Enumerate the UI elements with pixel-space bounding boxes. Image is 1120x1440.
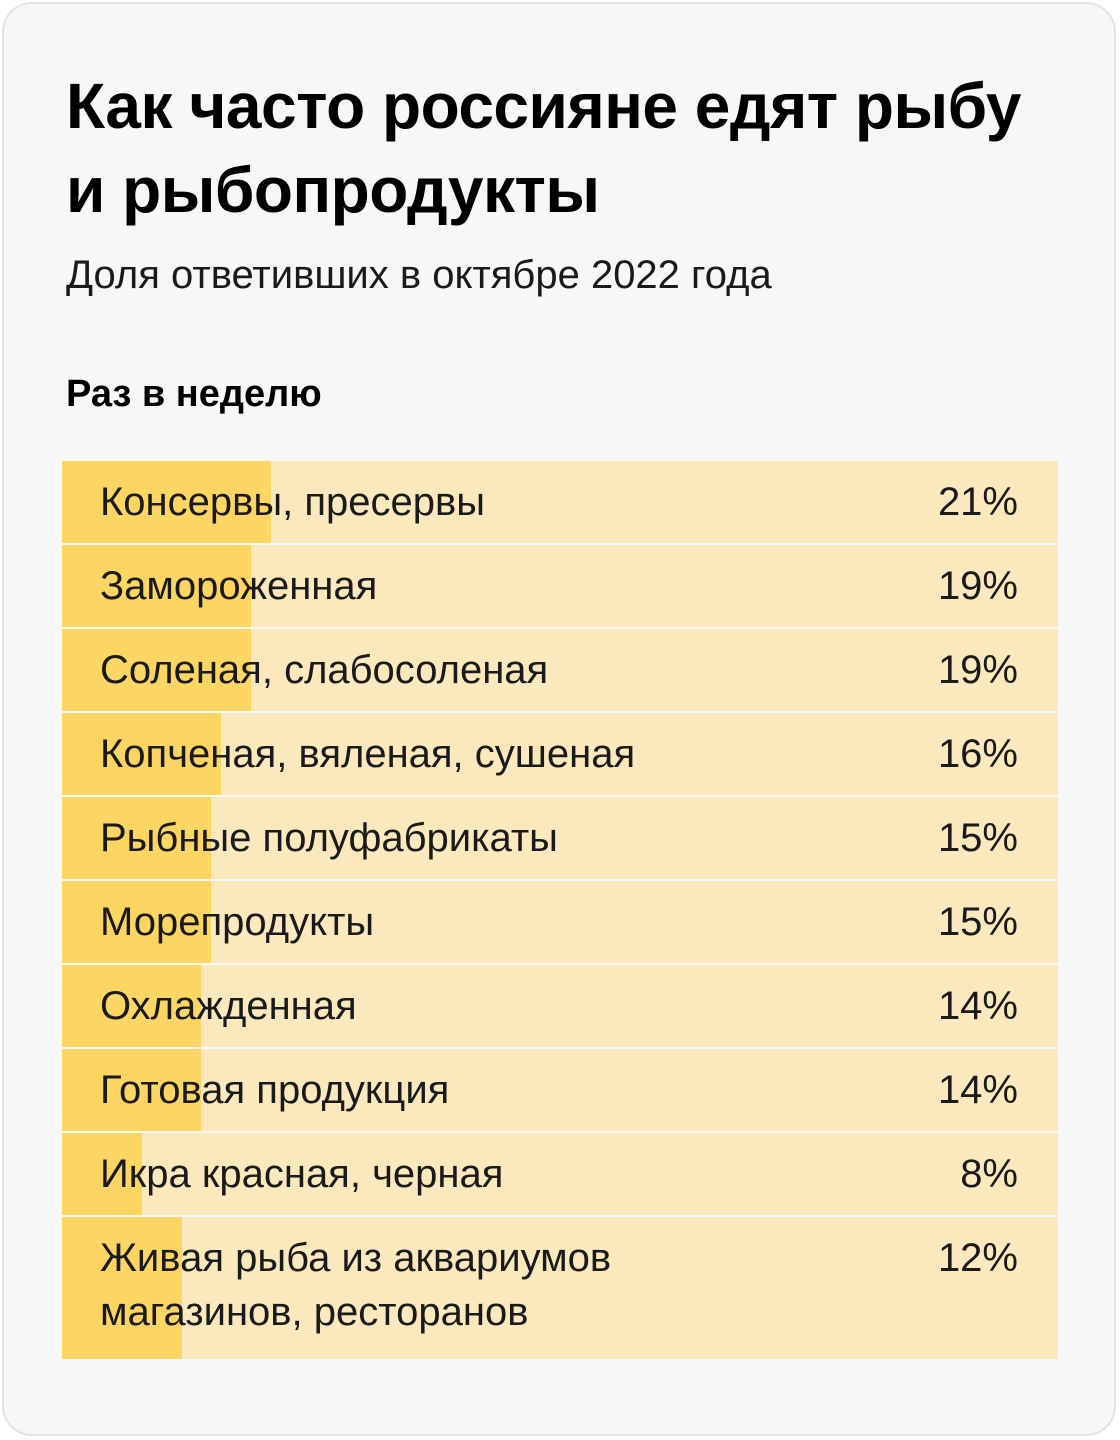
category-label: Соленая, слабосоленая <box>100 648 549 692</box>
category-label: Охлажденная <box>100 984 357 1028</box>
bar <box>62 1049 201 1131</box>
category-label: Рыбные полуфабрикаты <box>100 816 558 860</box>
bar <box>62 797 211 879</box>
category-label: Морепродукты <box>100 900 375 944</box>
bar <box>62 881 211 963</box>
bar-row: Морепродукты 15% <box>62 881 1058 963</box>
bar <box>62 461 271 543</box>
bar-chart: Консервы, пресервы 21% Замороженная 19% Соле… <box>62 461 1058 1359</box>
value-label: 21% <box>937 480 1018 524</box>
value-label: 19% <box>937 564 1018 608</box>
value-label: 8% <box>960 1152 1018 1196</box>
category-label: Готовая продукция <box>100 1068 450 1112</box>
bar-row: Готовая продукция 14% <box>62 1049 1058 1131</box>
section-label: Раз в неделю <box>66 373 322 415</box>
bar-row: Охлажденная 14% <box>62 965 1058 1047</box>
value-label: 15% <box>937 900 1018 944</box>
category-label: Икра красная, черная <box>100 1152 504 1196</box>
category-label: Консервы, пресервы <box>100 480 485 524</box>
bar <box>62 965 201 1047</box>
bar <box>62 713 221 795</box>
category-label: Замороженная <box>100 564 378 608</box>
value-label: 12% <box>937 1236 1018 1280</box>
bar-row: Живая рыба из аквариумов магазинов, рест… <box>62 1217 1058 1359</box>
bar <box>62 545 251 627</box>
bar-row: Рыбные полуфабрикаты 15% <box>62 797 1058 879</box>
category-label: Копченая, вяленая, сушеная <box>100 732 636 776</box>
bar <box>62 1133 142 1215</box>
bar <box>62 629 251 711</box>
value-label: 19% <box>937 648 1018 692</box>
bar-row: Икра красная, черная 8% <box>62 1133 1058 1215</box>
bar-row: Соленая, слабосоленая 19% <box>62 629 1058 711</box>
bar-row: Консервы, пресервы 21% <box>62 461 1058 543</box>
bar-row: Замороженная 19% <box>62 545 1058 627</box>
bar <box>62 1217 182 1359</box>
chart-subtitle: Доля ответивших в октябре 2022 года <box>66 253 772 297</box>
value-label: 14% <box>937 1068 1018 1112</box>
value-label: 16% <box>937 732 1018 776</box>
value-label: 14% <box>937 984 1018 1028</box>
bar-row: Копченая, вяленая, сушеная 16% <box>62 713 1058 795</box>
category-label: Живая рыба из аквариумов магазинов, рест… <box>100 1236 612 1334</box>
chart-title: Как часто россияне едят рыбу и рыбопроду… <box>66 70 1021 226</box>
value-label: 15% <box>937 816 1018 860</box>
